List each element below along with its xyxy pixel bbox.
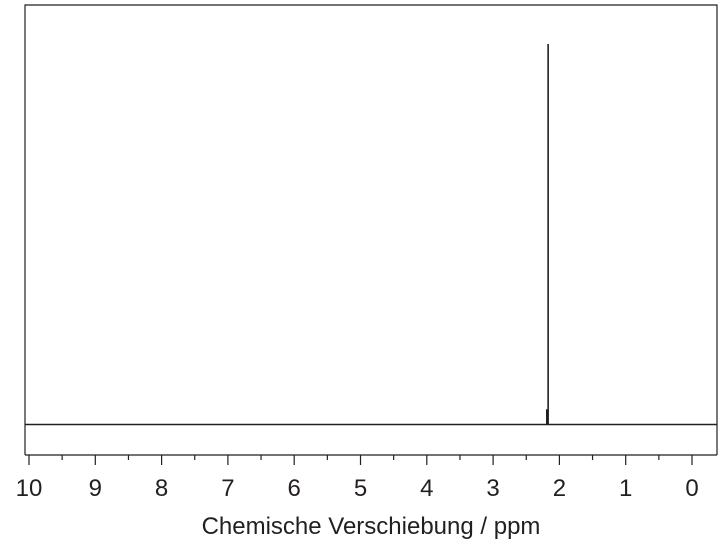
x-tick-label-5: 5 — [354, 475, 367, 502]
plot-border — [24, 4, 718, 455]
x-tick-label-6: 6 — [288, 475, 301, 502]
x-tick-label-9: 9 — [89, 475, 102, 502]
x-axis-tick-labels: 10 9 8 7 6 5 4 3 2 1 0 — [16, 475, 699, 502]
plot-frame — [24, 4, 718, 456]
x-tick-label-3: 3 — [486, 475, 499, 502]
x-axis-ticks — [28, 455, 693, 465]
x-tick-label-8: 8 — [155, 475, 168, 502]
x-tick-label-7: 7 — [221, 475, 234, 502]
x-axis-title: Chemische Verschiebung / ppm — [202, 513, 541, 540]
x-tick-label-2: 2 — [553, 475, 566, 502]
x-tick-label-1: 1 — [619, 475, 632, 502]
x-tick-label-4: 4 — [420, 475, 433, 502]
x-tick-label-0: 0 — [685, 475, 698, 502]
spectrum-peaks — [546, 44, 549, 425]
x-tick-label-10: 10 — [16, 475, 43, 502]
